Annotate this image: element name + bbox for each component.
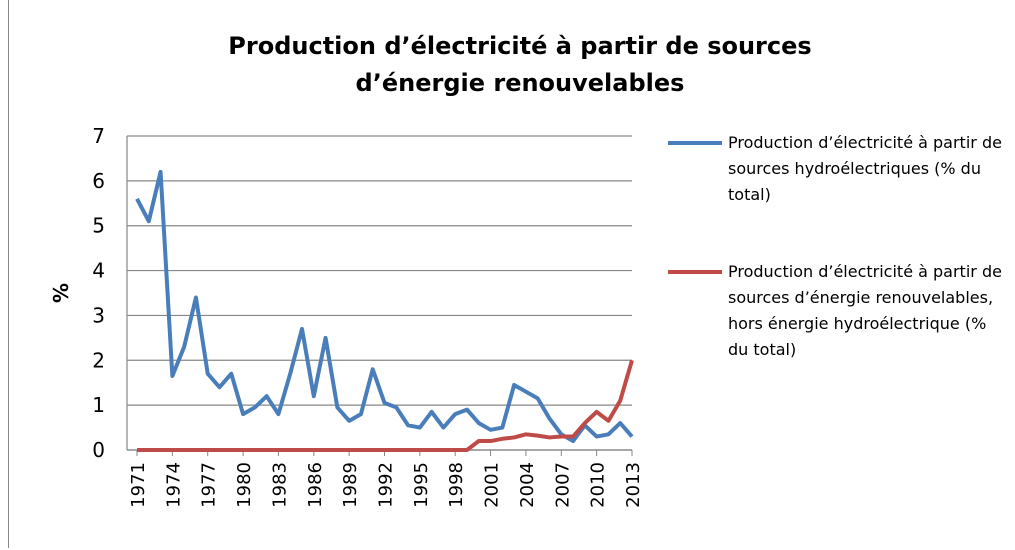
data-line (135, 169, 634, 444)
x-tick-label: 2013 (623, 462, 644, 508)
legend-label: Production d’électricité à partir de sou… (728, 262, 1002, 359)
x-tick-label: 1986 (305, 462, 326, 508)
x-tick-label: 1989 (340, 462, 361, 508)
data-line (137, 359, 634, 452)
y-tick-label: 1 (92, 393, 105, 417)
x-tick-label: 1992 (376, 462, 397, 508)
y-tick-label: 0 (92, 438, 105, 462)
x-tick-label: 2010 (588, 462, 609, 508)
y-tick-label: 2 (92, 348, 105, 372)
y-tick-label: 4 (92, 259, 105, 283)
x-tick-label: 1980 (234, 462, 255, 508)
x-tick-label: 2007 (552, 462, 573, 508)
y-tick-label: 7 (92, 124, 105, 148)
x-tick-label: 1998 (446, 462, 467, 508)
y-tick-label: 3 (92, 303, 105, 327)
x-tick-label: 1974 (163, 462, 184, 508)
chart-frame (8, 0, 1014, 548)
x-tick-label: 1995 (411, 462, 432, 508)
x-tick-label: 1971 (128, 462, 149, 508)
y-tick-label: 6 (92, 169, 105, 193)
legend-label: Production d’électricité à partir de sou… (728, 133, 1002, 204)
x-tick-label: 1983 (269, 462, 290, 508)
x-tick-label: 2004 (517, 462, 538, 508)
x-tick-label: 1977 (199, 462, 220, 508)
x-tick-label: 2001 (482, 462, 503, 508)
chart-title: Production d’électricité à partir de sou… (228, 32, 812, 97)
y-axis-label: % (49, 283, 73, 303)
y-tick-label: 5 (92, 214, 105, 238)
